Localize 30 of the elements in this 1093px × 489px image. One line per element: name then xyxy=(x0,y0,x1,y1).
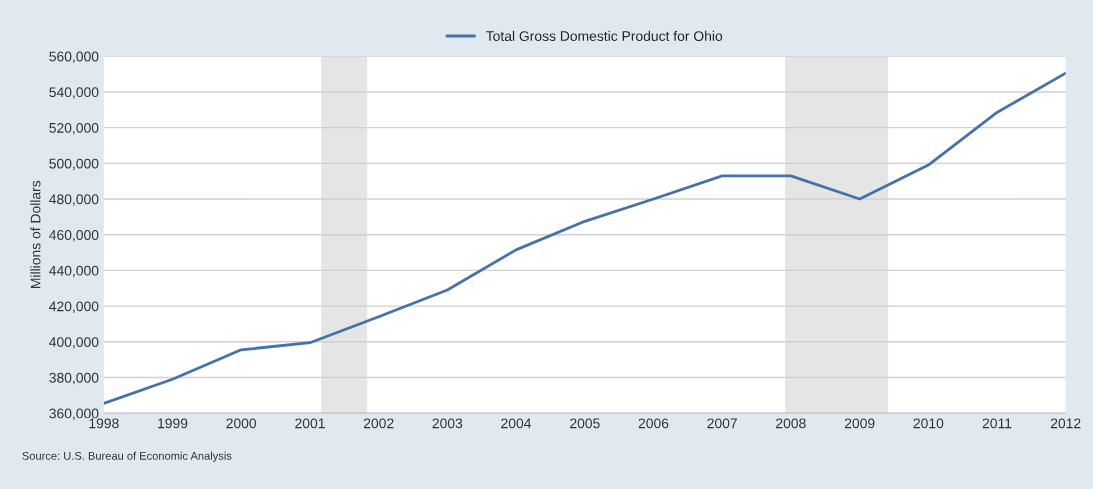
x-tick-label: 2003 xyxy=(432,418,463,429)
x-tick-label: 2008 xyxy=(776,418,806,429)
x-tick-label: 2006 xyxy=(638,418,669,429)
y-tick-label: 460,000 xyxy=(49,230,99,242)
x-tick-label: 1999 xyxy=(158,418,188,429)
x-tick-label: 2012 xyxy=(1050,418,1081,429)
x-tick-label: 2005 xyxy=(570,418,600,429)
y-tick-label: 560,000 xyxy=(49,51,99,64)
y-tick-label: 420,000 xyxy=(49,301,99,313)
y-tick-label: 360,000 xyxy=(49,408,99,421)
x-tick-label: 2010 xyxy=(913,418,944,429)
line-series xyxy=(103,71,1066,405)
x-tick-label: 2001 xyxy=(295,418,325,429)
x-tick-label: 1998 xyxy=(89,418,119,429)
y-tick-label: 540,000 xyxy=(49,87,99,99)
y-tick-label: 480,000 xyxy=(49,194,99,206)
y-axis-title: Millions of Dollars xyxy=(30,180,41,288)
source-note: Source: U.S. Bureau of Economic Analysis xyxy=(22,451,232,462)
y-tick-label: 380,000 xyxy=(49,372,99,385)
y-tick-label: 500,000 xyxy=(49,158,99,171)
y-tick-label: 520,000 xyxy=(49,122,99,135)
x-tick-label: 2007 xyxy=(707,418,737,429)
x-tick-label: 2000 xyxy=(226,418,257,429)
x-tick-label: 2011 xyxy=(982,418,1012,429)
x-tick-label: 2002 xyxy=(363,418,394,429)
x-tick-label: 2004 xyxy=(501,418,532,429)
y-tick-label: 440,000 xyxy=(49,265,99,278)
x-tick-label: 2009 xyxy=(844,418,875,429)
y-tick-label: 400,000 xyxy=(49,337,99,349)
legend-label: Total Gross Domestic Product for Ohio xyxy=(486,30,723,41)
